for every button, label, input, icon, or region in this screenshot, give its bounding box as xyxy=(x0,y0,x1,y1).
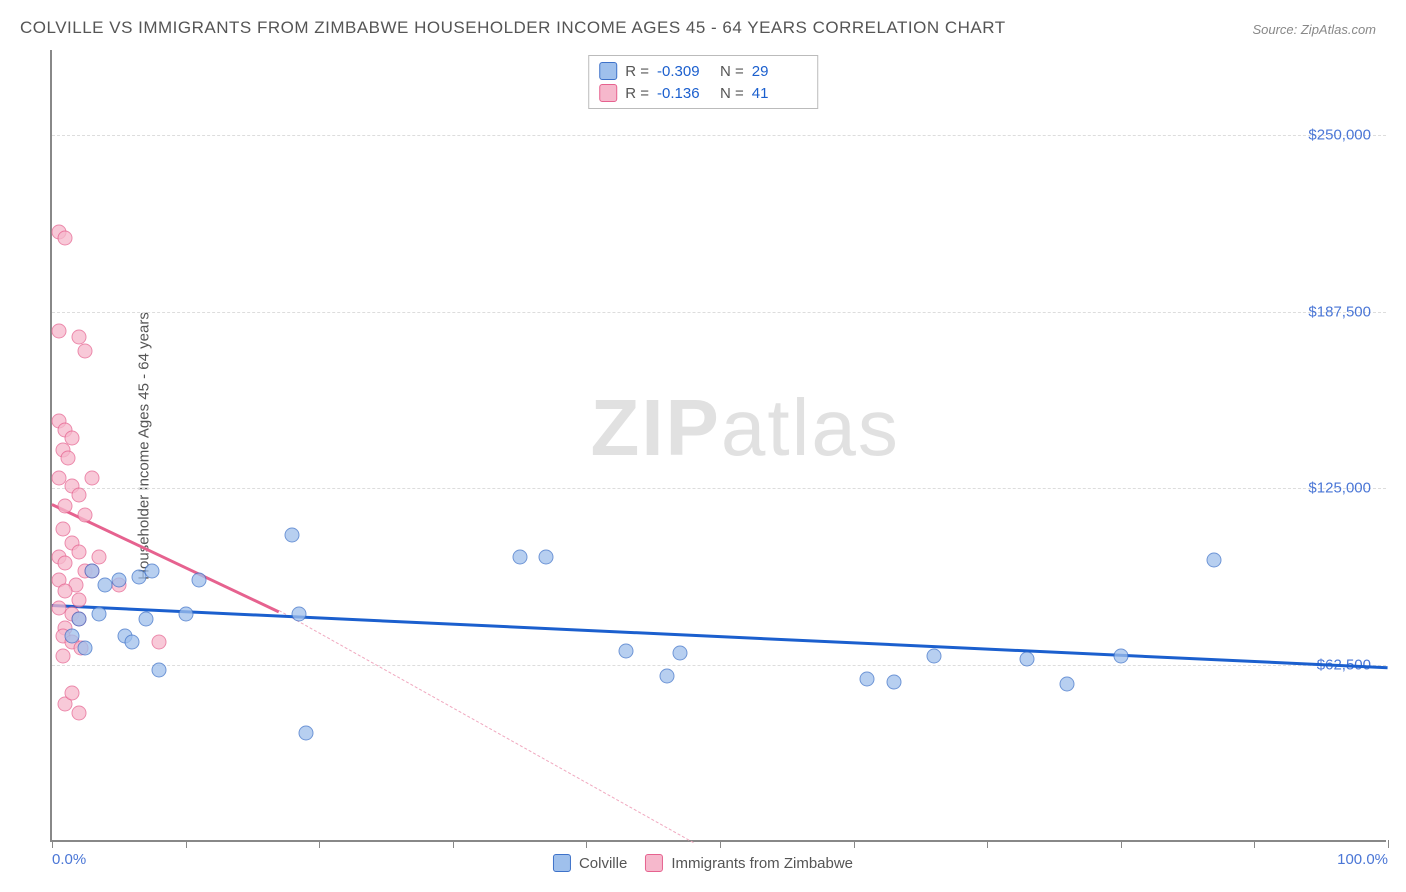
plot-area: $62,500$125,000$187,500$250,0000.0%100.0… xyxy=(50,50,1386,842)
y-tick-label: $187,500 xyxy=(1308,303,1371,320)
x-tick xyxy=(720,840,721,848)
data-point xyxy=(672,646,687,661)
data-point xyxy=(91,550,106,565)
x-tick xyxy=(854,840,855,848)
data-point xyxy=(71,487,86,502)
x-tick xyxy=(1121,840,1122,848)
legend-label: Colville xyxy=(579,855,627,872)
data-point xyxy=(178,606,193,621)
n-label: N = xyxy=(720,85,744,102)
correlation-legend: R = -0.309 N = 29 R = -0.136 N = 41 xyxy=(588,55,818,109)
x-tick-label: 0.0% xyxy=(52,851,86,868)
data-point xyxy=(78,343,93,358)
data-point xyxy=(512,550,527,565)
data-point xyxy=(78,507,93,522)
data-point xyxy=(298,725,313,740)
x-tick xyxy=(52,840,53,848)
legend-item: Colville xyxy=(553,854,627,872)
data-point xyxy=(125,635,140,650)
data-point xyxy=(1060,677,1075,692)
x-tick xyxy=(1388,840,1389,848)
data-point xyxy=(58,230,73,245)
x-tick-label: 100.0% xyxy=(1337,851,1388,868)
data-point xyxy=(85,470,100,485)
data-point xyxy=(292,606,307,621)
data-point xyxy=(85,564,100,579)
source-attribution: Source: ZipAtlas.com xyxy=(1252,22,1376,37)
data-point xyxy=(71,705,86,720)
data-point xyxy=(659,668,674,683)
y-tick-label: $250,000 xyxy=(1308,126,1371,143)
gridline xyxy=(52,488,1386,489)
n-label: N = xyxy=(720,63,744,80)
legend-swatch xyxy=(599,84,617,102)
data-point xyxy=(619,643,634,658)
x-tick xyxy=(319,840,320,848)
data-point xyxy=(151,663,166,678)
chart-title: COLVILLE VS IMMIGRANTS FROM ZIMBABWE HOU… xyxy=(20,18,1006,38)
legend-label: Immigrants from Zimbabwe xyxy=(671,855,853,872)
legend-row: R = -0.136 N = 41 xyxy=(599,82,807,104)
x-tick xyxy=(453,840,454,848)
x-tick xyxy=(586,840,587,848)
n-value: 41 xyxy=(752,85,807,102)
data-point xyxy=(91,606,106,621)
data-point xyxy=(51,323,66,338)
x-tick xyxy=(1254,840,1255,848)
data-point xyxy=(65,685,80,700)
r-label: R = xyxy=(625,85,649,102)
data-point xyxy=(78,640,93,655)
data-point xyxy=(859,671,874,686)
data-point xyxy=(55,649,70,664)
data-point xyxy=(191,572,206,587)
series-legend: Colville Immigrants from Zimbabwe xyxy=(553,854,853,872)
n-value: 29 xyxy=(752,63,807,80)
x-tick xyxy=(987,840,988,848)
data-point xyxy=(1207,552,1222,567)
data-point xyxy=(71,329,86,344)
data-point xyxy=(55,521,70,536)
data-point xyxy=(138,612,153,627)
x-tick xyxy=(186,840,187,848)
data-point xyxy=(285,527,300,542)
legend-swatch xyxy=(645,854,663,872)
data-point xyxy=(1020,651,1035,666)
data-point xyxy=(65,629,80,644)
data-point xyxy=(145,564,160,579)
r-value: -0.136 xyxy=(657,85,712,102)
data-point xyxy=(151,635,166,650)
r-label: R = xyxy=(625,63,649,80)
data-point xyxy=(61,451,76,466)
legend-item: Immigrants from Zimbabwe xyxy=(645,854,853,872)
data-point xyxy=(71,544,86,559)
data-point xyxy=(58,555,73,570)
legend-row: R = -0.309 N = 29 xyxy=(599,60,807,82)
trend-line xyxy=(52,604,1388,669)
data-point xyxy=(71,592,86,607)
data-point xyxy=(926,649,941,664)
legend-swatch xyxy=(599,62,617,80)
data-point xyxy=(111,572,126,587)
gridline xyxy=(52,665,1386,666)
legend-swatch xyxy=(553,854,571,872)
gridline xyxy=(52,135,1386,136)
data-point xyxy=(886,674,901,689)
data-point xyxy=(1113,649,1128,664)
y-tick-label: $125,000 xyxy=(1308,480,1371,497)
data-point xyxy=(539,550,554,565)
data-point xyxy=(58,499,73,514)
data-point xyxy=(71,612,86,627)
gridline xyxy=(52,312,1386,313)
r-value: -0.309 xyxy=(657,63,712,80)
